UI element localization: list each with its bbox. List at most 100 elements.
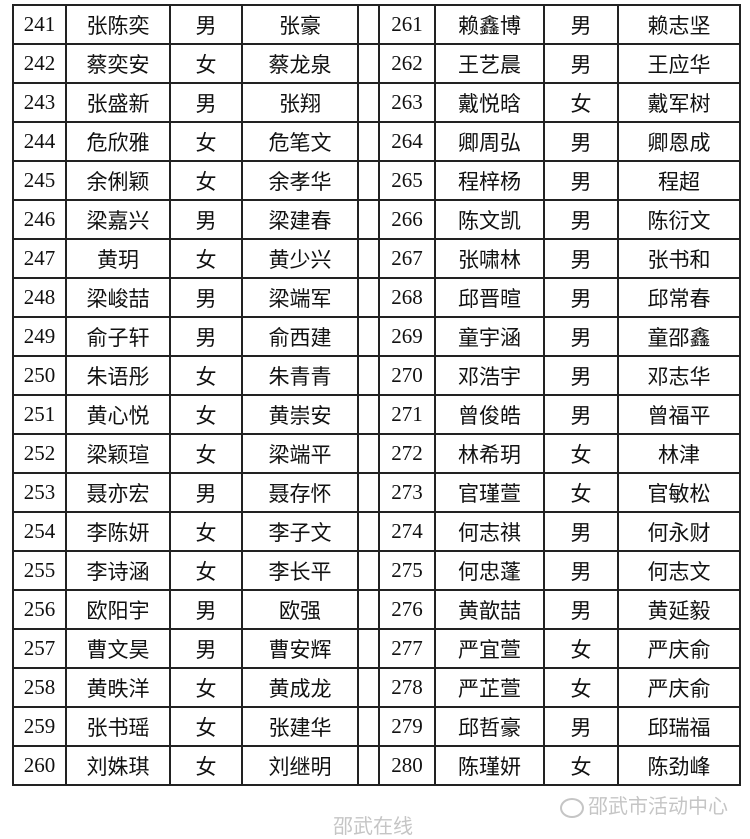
right-gender-cell: 男 xyxy=(543,316,619,357)
spacer-cell xyxy=(357,667,380,708)
left-no-cell: 257 xyxy=(12,628,67,669)
left-gender-cell: 男 xyxy=(169,82,243,123)
spacer-cell xyxy=(357,706,380,747)
right-no-cell: 275 xyxy=(378,550,436,591)
right-name-cell: 黄歆喆 xyxy=(434,589,545,630)
table-row: 244 危欣雅女危笔文 264 卿周弘男卿恩成 xyxy=(12,121,741,162)
right-name-cell: 张啸林 xyxy=(434,238,545,279)
right-no-cell: 277 xyxy=(378,628,436,669)
left-name-cell: 俞子轩 xyxy=(65,316,171,357)
left-gender-cell: 女 xyxy=(169,511,243,552)
right-name-cell: 曾俊皓 xyxy=(434,394,545,435)
student-list-table: 241 张陈奕男张豪 261 赖鑫博男赖志坚 242 蔡奕安女蔡龙泉 262 王艺晨男王应华 2… xyxy=(12,4,741,786)
table-row: 243 张盛新男张翔 263 戴悦晗女戴军树 xyxy=(12,82,741,123)
spacer-cell xyxy=(357,511,380,552)
right-gender-cell: 男 xyxy=(543,160,619,201)
left-no-cell: 247 xyxy=(12,238,67,279)
right-no-cell: 280 xyxy=(378,745,436,786)
right-gender-cell: 男 xyxy=(543,511,619,552)
spacer-cell xyxy=(357,160,380,201)
left-parent-cell: 张建华 xyxy=(241,706,359,747)
table-row: 249 俞子轩男俞西建 269 童宇涵男童邵鑫 xyxy=(12,316,741,357)
spacer-cell xyxy=(357,472,380,513)
table-row: 255 李诗涵女李长平 275 何忠蓬男何志文 xyxy=(12,550,741,591)
left-no-cell: 245 xyxy=(12,160,67,201)
spacer-cell xyxy=(357,121,380,162)
right-parent-cell: 张书和 xyxy=(617,238,741,279)
left-name-cell: 黄昳洋 xyxy=(65,667,171,708)
right-name-cell: 严芷萱 xyxy=(434,667,545,708)
left-parent-cell: 聂存怀 xyxy=(241,472,359,513)
right-name-cell: 邓浩宇 xyxy=(434,355,545,396)
left-parent-cell: 张豪 xyxy=(241,4,359,45)
right-parent-cell: 何永财 xyxy=(617,511,741,552)
left-name-cell: 梁颖瑄 xyxy=(65,433,171,474)
left-no-cell: 254 xyxy=(12,511,67,552)
left-name-cell: 朱语彤 xyxy=(65,355,171,396)
left-gender-cell: 女 xyxy=(169,43,243,84)
right-gender-cell: 男 xyxy=(543,121,619,162)
left-gender-cell: 男 xyxy=(169,4,243,45)
right-parent-cell: 王应华 xyxy=(617,43,741,84)
left-name-cell: 张陈奕 xyxy=(65,4,171,45)
left-gender-cell: 女 xyxy=(169,745,243,786)
left-name-cell: 李陈妍 xyxy=(65,511,171,552)
left-no-cell: 256 xyxy=(12,589,67,630)
left-gender-cell: 女 xyxy=(169,355,243,396)
table-row: 260 刘姝琪女刘继明 280 陈瑾妍女陈劲峰 xyxy=(12,745,741,786)
left-parent-cell: 黄少兴 xyxy=(241,238,359,279)
left-parent-cell: 梁端军 xyxy=(241,277,359,318)
spacer-cell xyxy=(357,277,380,318)
right-parent-cell: 陈劲峰 xyxy=(617,745,741,786)
table-row: 241 张陈奕男张豪 261 赖鑫博男赖志坚 xyxy=(12,4,741,45)
left-name-cell: 蔡奕安 xyxy=(65,43,171,84)
right-parent-cell: 戴军树 xyxy=(617,82,741,123)
right-name-cell: 何忠蓬 xyxy=(434,550,545,591)
left-parent-cell: 俞西建 xyxy=(241,316,359,357)
left-no-cell: 252 xyxy=(12,433,67,474)
left-no-cell: 253 xyxy=(12,472,67,513)
right-gender-cell: 男 xyxy=(543,589,619,630)
right-no-cell: 278 xyxy=(378,667,436,708)
left-gender-cell: 女 xyxy=(169,160,243,201)
right-no-cell: 276 xyxy=(378,589,436,630)
left-name-cell: 聂亦宏 xyxy=(65,472,171,513)
left-no-cell: 260 xyxy=(12,745,67,786)
left-parent-cell: 黄崇安 xyxy=(241,394,359,435)
spacer-cell xyxy=(357,238,380,279)
right-name-cell: 林希玥 xyxy=(434,433,545,474)
right-no-cell: 264 xyxy=(378,121,436,162)
left-name-cell: 梁嘉兴 xyxy=(65,199,171,240)
right-name-cell: 陈文凯 xyxy=(434,199,545,240)
left-parent-cell: 黄成龙 xyxy=(241,667,359,708)
right-no-cell: 261 xyxy=(378,4,436,45)
left-gender-cell: 女 xyxy=(169,121,243,162)
spacer-cell xyxy=(357,550,380,591)
left-name-cell: 张盛新 xyxy=(65,82,171,123)
right-parent-cell: 黄延毅 xyxy=(617,589,741,630)
spacer-cell xyxy=(357,355,380,396)
account-watermark-text: 邵武市活动中心 xyxy=(588,794,728,818)
right-parent-cell: 曾福平 xyxy=(617,394,741,435)
right-parent-cell: 程超 xyxy=(617,160,741,201)
right-no-cell: 268 xyxy=(378,277,436,318)
right-no-cell: 272 xyxy=(378,433,436,474)
spacer-cell xyxy=(357,745,380,786)
right-parent-cell: 卿恩成 xyxy=(617,121,741,162)
left-name-cell: 张书瑶 xyxy=(65,706,171,747)
right-gender-cell: 男 xyxy=(543,550,619,591)
wechat-icon xyxy=(560,797,584,818)
right-gender-cell: 男 xyxy=(543,43,619,84)
left-gender-cell: 男 xyxy=(169,316,243,357)
table-row: 252 梁颖瑄女梁端平 272 林希玥女林津 xyxy=(12,433,741,474)
left-parent-cell: 张翔 xyxy=(241,82,359,123)
table-body: 241 张陈奕男张豪 261 赖鑫博男赖志坚 242 蔡奕安女蔡龙泉 262 王艺晨男王应华 2… xyxy=(12,4,741,786)
left-parent-cell: 欧强 xyxy=(241,589,359,630)
right-parent-cell: 邱常春 xyxy=(617,277,741,318)
table-row: 248 梁峻喆男梁端军 268 邱晋暄男邱常春 xyxy=(12,277,741,318)
site-watermark: 邵武在线 xyxy=(333,814,413,838)
table-row: 245 余俐颖女余孝华 265 程梓杨男程超 xyxy=(12,160,741,201)
right-parent-cell: 严庆俞 xyxy=(617,628,741,669)
left-no-cell: 248 xyxy=(12,277,67,318)
left-parent-cell: 梁建春 xyxy=(241,199,359,240)
